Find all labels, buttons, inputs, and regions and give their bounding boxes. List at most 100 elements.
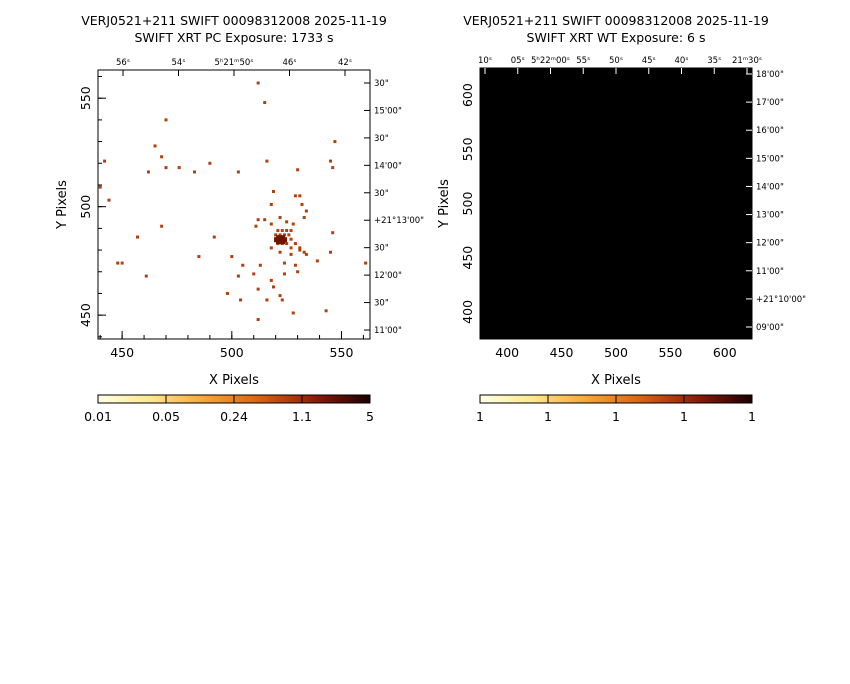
right-tick-label: +21°10'00" xyxy=(756,295,806,305)
event-point xyxy=(230,255,234,259)
event-point xyxy=(282,261,286,265)
x-tick-label: 550 xyxy=(330,345,354,360)
wt-title: VERJ0521+211 SWIFT 00098312008 2025-11-1… xyxy=(463,13,769,28)
event-point xyxy=(278,294,282,298)
event-point xyxy=(116,261,120,265)
pc-subtitle: SWIFT XRT PC Exposure: 1733 s xyxy=(134,30,333,45)
event-point xyxy=(285,229,289,233)
event-point xyxy=(236,274,240,278)
right-tick-label: 30" xyxy=(374,189,389,199)
event-point xyxy=(239,298,243,302)
top-tick-label: 54ˢ xyxy=(172,58,186,68)
event-point xyxy=(280,229,284,233)
event-point xyxy=(331,231,335,235)
y-tick-label: 600 xyxy=(460,83,475,107)
event-point xyxy=(164,118,168,122)
top-tick-label: 46ˢ xyxy=(283,58,297,68)
event-point xyxy=(269,203,273,206)
x-tick-label: 450 xyxy=(550,345,574,360)
top-tick-label: 56ˢ xyxy=(116,58,130,68)
x-tick-label: 600 xyxy=(713,345,737,360)
event-point xyxy=(160,155,164,159)
event-point xyxy=(293,194,297,198)
bright-source-core xyxy=(274,237,288,243)
event-point xyxy=(276,229,280,233)
event-point xyxy=(329,159,333,163)
right-tick-label: 12'00" xyxy=(756,239,784,249)
event-point xyxy=(298,248,302,252)
event-point xyxy=(269,278,273,282)
x-tick-label: 400 xyxy=(495,345,519,360)
wt-subtitle: SWIFT XRT WT Exposure: 6 s xyxy=(527,30,706,45)
event-point xyxy=(120,261,124,265)
event-point xyxy=(291,311,295,315)
pc-y-axis-title: Y Pixels xyxy=(55,180,70,230)
event-point xyxy=(324,309,328,313)
event-point xyxy=(263,101,267,105)
right-tick-label: 14'00" xyxy=(756,182,784,192)
event-point xyxy=(271,285,275,289)
right-tick-label: 11'00" xyxy=(756,267,784,277)
colorbar-tick-label: 1 xyxy=(544,409,552,424)
event-point xyxy=(265,298,269,302)
event-point xyxy=(315,259,319,263)
event-point xyxy=(287,233,291,237)
y-tick-label: 450 xyxy=(460,246,475,270)
top-tick-label: 45ˢ xyxy=(642,56,656,66)
x-tick-label: 500 xyxy=(604,345,628,360)
event-point xyxy=(274,233,278,237)
pc-events xyxy=(98,81,368,321)
event-point xyxy=(271,189,275,193)
event-point xyxy=(263,218,267,222)
top-tick-label: 50ˢ xyxy=(609,56,623,66)
wt-x-axis-title: X Pixels xyxy=(591,373,641,388)
right-tick-label: 15'00" xyxy=(756,154,784,164)
wt-y-axis-title: Y Pixels xyxy=(437,179,452,229)
y-tick-label: 400 xyxy=(460,300,475,324)
wt-image-area xyxy=(480,68,752,339)
event-point xyxy=(144,274,148,278)
y-tick-label: 500 xyxy=(460,192,475,216)
event-point xyxy=(146,170,150,174)
y-tick-label: 550 xyxy=(460,137,475,161)
event-point xyxy=(293,242,297,246)
event-point xyxy=(278,250,282,254)
event-point xyxy=(197,255,201,259)
colorbar-tick-label: 1 xyxy=(476,409,484,424)
pc-x-axis-title: X Pixels xyxy=(209,373,259,388)
event-point xyxy=(282,272,286,276)
event-point xyxy=(254,224,258,228)
event-point xyxy=(269,246,273,250)
colorbar-tick-label: 1 xyxy=(748,409,756,424)
event-point xyxy=(269,222,273,226)
event-point xyxy=(107,198,111,202)
event-point xyxy=(280,298,284,302)
x-tick-label: 550 xyxy=(658,345,682,360)
event-point xyxy=(300,203,304,206)
top-tick-label: 42ˢ xyxy=(338,58,352,68)
event-point xyxy=(289,237,293,241)
y-tick-label: 450 xyxy=(78,303,93,327)
y-tick-label: 500 xyxy=(78,195,93,219)
event-point xyxy=(364,261,368,265)
event-point xyxy=(298,246,302,250)
event-point xyxy=(285,242,289,246)
event-point xyxy=(293,263,297,267)
event-point xyxy=(265,159,269,163)
right-tick-label: 30" xyxy=(374,79,389,89)
top-tick-label: 40ˢ xyxy=(675,56,689,66)
event-point xyxy=(212,235,216,239)
event-point xyxy=(241,263,245,267)
right-tick-label: 30" xyxy=(374,244,389,254)
colorbar-tick-label: 5 xyxy=(366,409,374,424)
event-point xyxy=(291,222,295,226)
right-tick-label: 17'00" xyxy=(756,98,784,108)
event-point xyxy=(329,250,333,254)
right-tick-label: 13'00" xyxy=(756,211,784,221)
pc-plot-frame xyxy=(97,69,371,340)
event-point xyxy=(193,170,197,174)
top-tick-label: 10ˢ xyxy=(478,56,492,66)
event-point xyxy=(282,233,286,237)
top-tick-label: 05ˢ xyxy=(511,56,525,66)
